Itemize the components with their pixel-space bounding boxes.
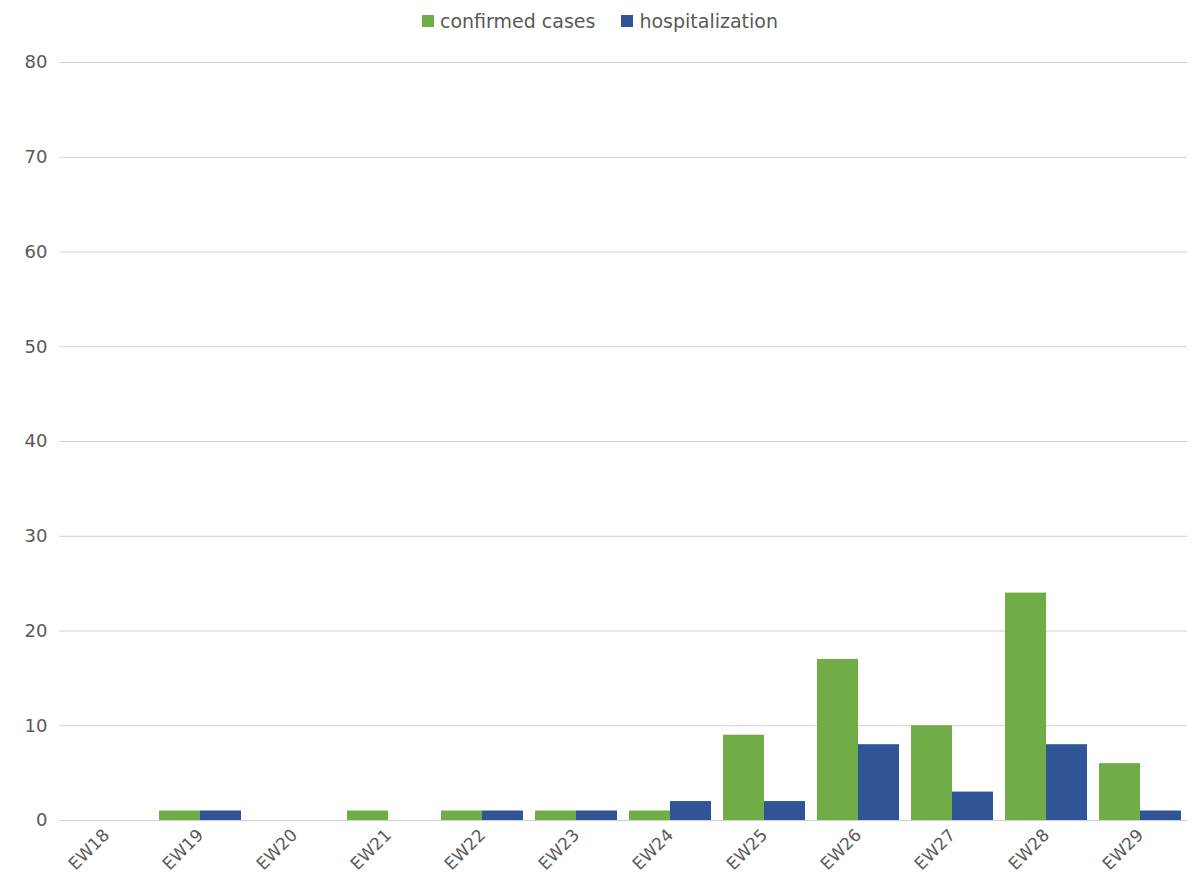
svg-text:EW20: EW20 — [252, 825, 301, 874]
svg-text:EW23: EW23 — [534, 825, 583, 874]
svg-text:EW18: EW18 — [64, 825, 113, 874]
svg-text:80: 80 — [25, 51, 48, 72]
svg-text:30: 30 — [25, 525, 48, 546]
svg-text:EW25: EW25 — [722, 825, 771, 874]
svg-text:EW21: EW21 — [346, 825, 395, 874]
svg-text:70: 70 — [25, 146, 48, 167]
svg-text:EW27: EW27 — [910, 825, 959, 874]
html-text:hospitalization: hospitalization — [639, 10, 778, 32]
svg-text:20: 20 — [25, 620, 48, 641]
svg-text:EW26: EW26 — [816, 825, 865, 874]
svg-text:EW24: EW24 — [628, 825, 677, 874]
svg-text:0: 0 — [36, 809, 47, 830]
svg-text:60: 60 — [25, 241, 48, 262]
svg-text:10: 10 — [25, 715, 48, 736]
svg-text:EW19: EW19 — [158, 825, 207, 874]
svg-text:EW28: EW28 — [1004, 825, 1053, 874]
svg-text:50: 50 — [25, 336, 48, 357]
svg-text:40: 40 — [25, 430, 48, 451]
html-text:confirmed cases: confirmed cases — [440, 10, 596, 32]
svg-text:EW22: EW22 — [440, 825, 489, 874]
svg-text:EW29: EW29 — [1098, 825, 1147, 874]
